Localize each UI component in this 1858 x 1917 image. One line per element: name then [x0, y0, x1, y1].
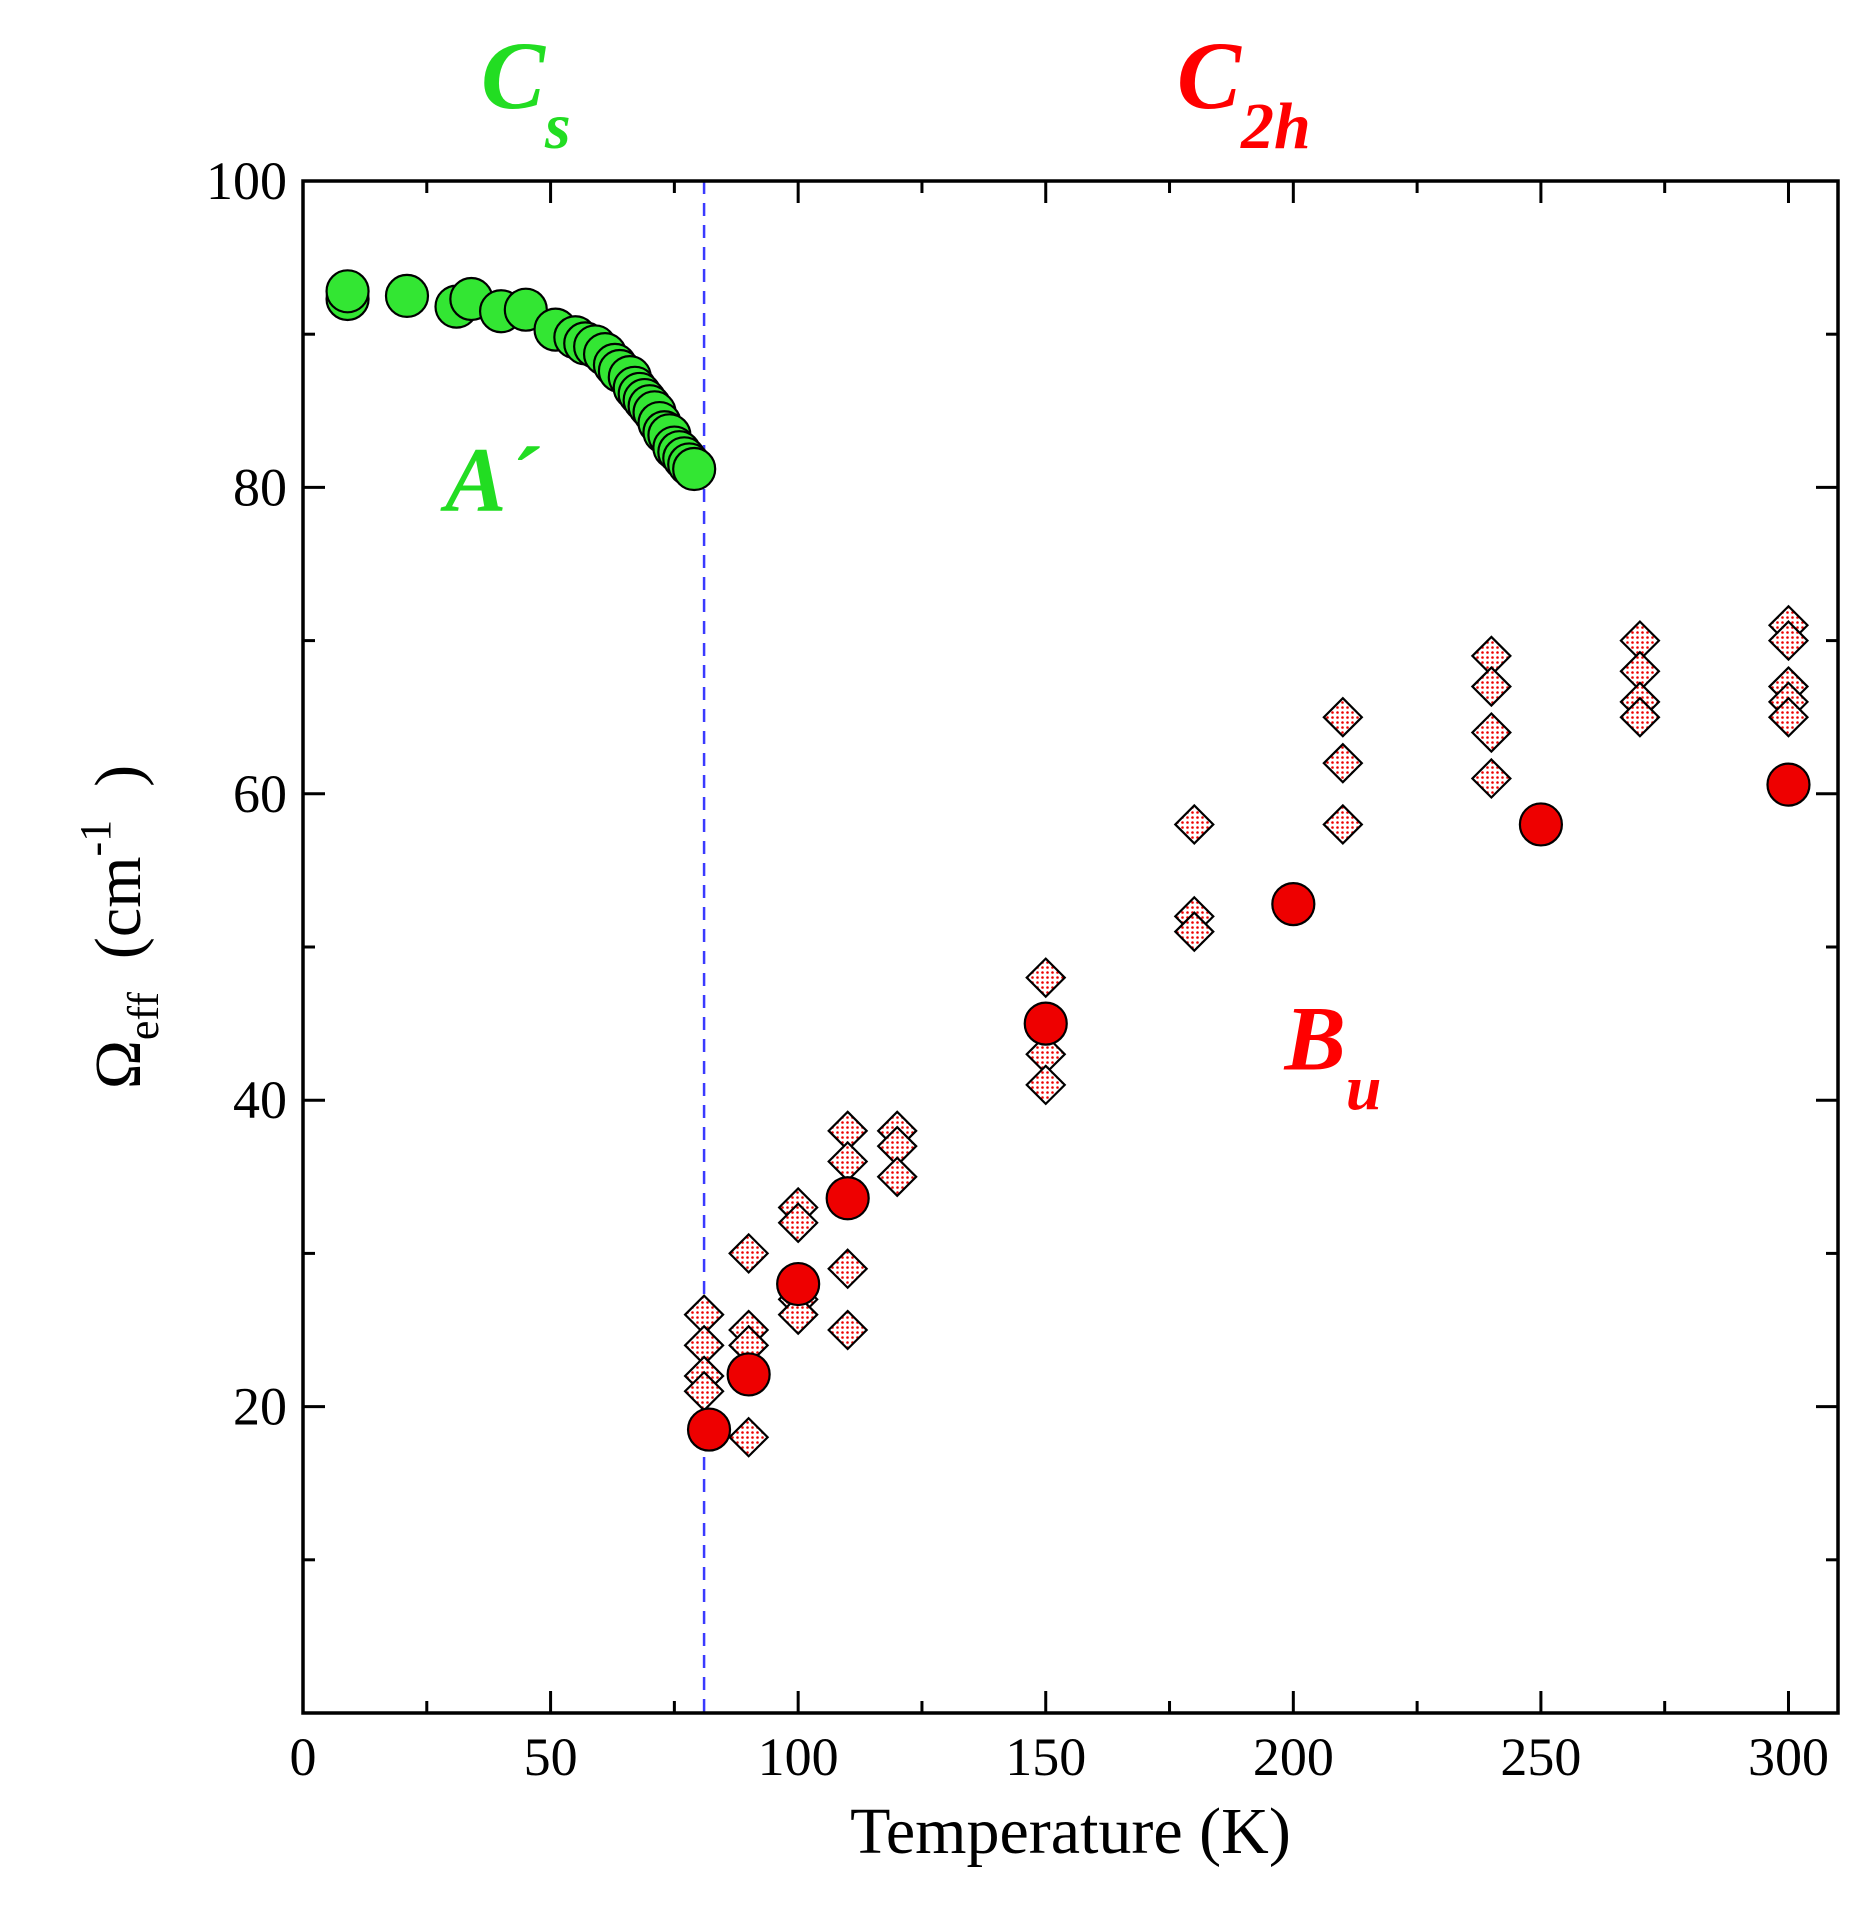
a-prime-point [325, 269, 370, 314]
diamond-point [1025, 1064, 1067, 1106]
x-tick-label: 100 [758, 1727, 839, 1787]
x-axis-title: Temperature (K) [850, 1795, 1291, 1868]
mode-label-bu: Bu [1283, 988, 1381, 1124]
diamond-point [1470, 757, 1512, 800]
y-axis-unit: (cm [82, 856, 155, 992]
y-tick-label: 80 [233, 457, 287, 517]
bu-point [726, 1352, 771, 1397]
y-tick-label: 60 [233, 764, 287, 824]
y-tick-label: 20 [233, 1377, 287, 1437]
bu-point [1271, 882, 1316, 927]
x-tick-label: 0 [290, 1727, 317, 1787]
diamond-point [1322, 742, 1364, 784]
labels-layer: 0 50 100 150 200 250 30020406080100Temperature… [71, 22, 1829, 1868]
diamond-point [1322, 696, 1364, 738]
diamond-point [728, 1232, 770, 1274]
a-prime-point [384, 273, 430, 318]
bu-point [686, 1407, 732, 1452]
bu-point [1766, 762, 1811, 807]
phase-label-c2h: C2h [1177, 22, 1311, 163]
bu-point [1518, 802, 1564, 847]
phase-label-cs: Cs [481, 22, 571, 163]
diamond-point [1767, 696, 1810, 738]
y-axis-unit-close: ) [82, 765, 155, 820]
diamond-point [1025, 957, 1067, 999]
x-tick-label: 50 [524, 1727, 578, 1787]
diamond-point [777, 1202, 819, 1244]
x-tick-label: 250 [1500, 1727, 1581, 1787]
y-axis-title: Ωeff (cm-1 ) [71, 765, 168, 1089]
diamond-point [777, 1294, 819, 1336]
diamond-point [728, 1416, 770, 1458]
mode-label-a-prime: A´ [440, 428, 540, 530]
diamond-point [1767, 620, 1810, 662]
y-axis-unit-exponent: -1 [71, 820, 120, 857]
x-tick-label: 200 [1253, 1727, 1334, 1787]
diamond-point [827, 1309, 869, 1351]
diamond-point [1322, 803, 1364, 845]
diamond-point [1470, 711, 1512, 754]
diamond-point [1173, 911, 1215, 953]
bu-point [776, 1261, 821, 1307]
diamond-point [1173, 803, 1215, 845]
bu-point [825, 1176, 870, 1221]
diamond-point [1619, 696, 1661, 738]
plot-frame [301, 179, 1840, 1715]
y-tick-label: 100 [206, 151, 287, 211]
diamond-point [876, 1156, 918, 1198]
axes-layer [301, 179, 1840, 1715]
y-axis-symbol: Ω [82, 1040, 155, 1089]
diamond-point [827, 1140, 869, 1183]
bu-point [1023, 1001, 1068, 1046]
diamond-point [827, 1248, 869, 1290]
data-layer [325, 181, 1811, 1713]
x-tick-label: 150 [1005, 1727, 1086, 1787]
y-axis-subscript: eff [119, 992, 168, 1040]
y-tick-label: 40 [233, 1070, 287, 1130]
diamond-point [1470, 666, 1512, 708]
x-tick-label: 300 [1748, 1727, 1829, 1787]
a-prime-point [672, 446, 717, 492]
